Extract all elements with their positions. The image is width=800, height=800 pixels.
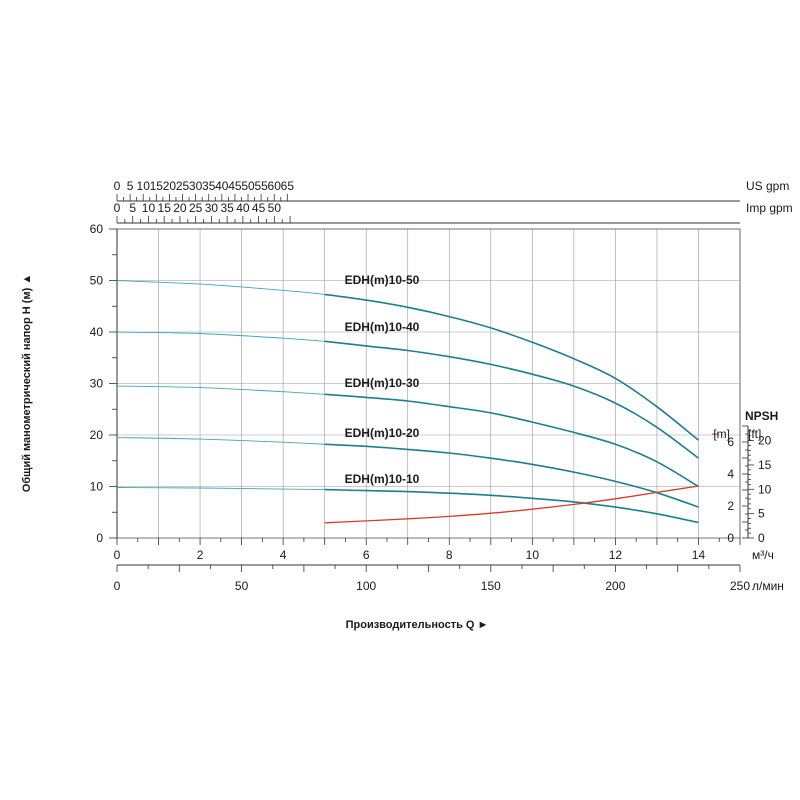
curve-label: EDH(m)10-10	[345, 472, 420, 486]
y-tick-label: 60	[90, 222, 104, 236]
x-tick-label: 12	[609, 548, 623, 562]
lpm-tick-label: 250	[730, 579, 750, 593]
us-gpm-tick-label: 45	[228, 179, 242, 193]
x-tick-label: 0	[114, 548, 121, 562]
y-tick-label: 50	[90, 274, 104, 288]
npsh-unit-ft: [ft]	[748, 427, 761, 441]
npsh-ft-tick-label: 15	[758, 458, 772, 472]
imp-gpm-tick-label: 40	[236, 201, 250, 215]
npsh-ft-tick-label: 0	[758, 531, 765, 545]
imp-gpm-tick-label: 25	[189, 201, 203, 215]
imp-gpm-tick-label: 0	[114, 201, 121, 215]
us-gpm-tick-label: 50	[241, 179, 255, 193]
y-tick-label: 30	[90, 377, 104, 391]
imp-gpm-unit: Imp gpm	[746, 201, 793, 215]
imp-gpm-tick-label: 45	[252, 201, 266, 215]
imp-gpm-tick-label: 5	[129, 201, 136, 215]
curves	[116, 280, 699, 524]
us-gpm-tick-label: 25	[176, 179, 190, 193]
npsh-m-tick-label: 6	[727, 435, 734, 449]
npsh-title: NPSH	[745, 409, 778, 423]
head-curve-thin	[116, 280, 325, 295]
lpm-tick-label: 50	[235, 579, 249, 593]
imp-gpm-tick-label: 15	[158, 201, 172, 215]
head-curve-thin	[116, 437, 325, 445]
us-gpm-tick-label: 65	[281, 179, 295, 193]
x-axis-title: Производительность Q ►	[346, 619, 489, 631]
head-curve-thin	[116, 385, 325, 395]
npsh-m-tick-label: 2	[727, 499, 734, 513]
y-tick-label: 10	[90, 480, 104, 494]
x-tick-label: 14	[692, 548, 706, 562]
lpm-tick-label: 150	[481, 579, 501, 593]
x-tick-label: 2	[197, 548, 204, 562]
x-tick-label: 6	[363, 548, 370, 562]
imp-gpm-tick-label: 20	[173, 201, 187, 215]
curve-label: EDH(m)10-50	[345, 273, 420, 287]
y-tick-label: 20	[90, 428, 104, 442]
y-tick-label: 40	[90, 325, 104, 339]
npsh-ft-tick-label: 5	[758, 507, 765, 521]
axes	[109, 194, 754, 572]
x-tick-label: 4	[280, 548, 287, 562]
imp-gpm-tick-label: 35	[220, 201, 234, 215]
head-curve-thin	[116, 487, 325, 491]
lpm-tick-label: 0	[114, 579, 121, 593]
curve-label: EDH(m)10-30	[345, 376, 420, 390]
head-curve	[324, 393, 699, 488]
lpm-tick-label: 100	[356, 579, 376, 593]
lpm-tick-label: 200	[605, 579, 625, 593]
curve-label: EDH(m)10-20	[345, 426, 420, 440]
npsh-m-tick-label: 0	[727, 531, 734, 545]
imp-gpm-tick-label: 30	[205, 201, 219, 215]
us-gpm-unit: US gpm	[746, 179, 789, 193]
x-unit: м³/ч	[752, 548, 774, 562]
y-axis-title: Общий манометрический напор H (м) ▲	[21, 274, 33, 492]
imp-gpm-tick-label: 50	[268, 201, 282, 215]
npsh-curve	[324, 485, 699, 524]
us-gpm-tick-label: 5	[127, 179, 134, 193]
x-tick-label: 8	[446, 548, 453, 562]
npsh-ft-tick-label: 20	[758, 434, 772, 448]
lpm-unit: л/мин	[752, 579, 784, 593]
us-gpm-tick-label: 60	[268, 179, 282, 193]
head-curve	[324, 488, 699, 524]
us-gpm-tick-label: 40	[215, 179, 229, 193]
us-gpm-tick-label: 55	[254, 179, 268, 193]
head-curve	[324, 340, 699, 459]
curve-label: EDH(m)10-40	[345, 320, 420, 334]
us-gpm-tick-label: 30	[189, 179, 203, 193]
us-gpm-tick-label: 35	[202, 179, 216, 193]
npsh-unit-m: [m]	[713, 427, 730, 441]
npsh-ft-tick-label: 10	[758, 482, 772, 496]
head-curve-thin	[116, 331, 325, 342]
us-gpm-tick-label: 20	[163, 179, 177, 193]
us-gpm-tick-label: 15	[150, 179, 164, 193]
y-tick-label: 0	[96, 531, 103, 545]
x-tick-label: 10	[526, 548, 540, 562]
head-curve	[324, 293, 699, 441]
npsh-m-tick-label: 4	[727, 467, 734, 481]
us-gpm-tick-label: 0	[114, 179, 121, 193]
us-gpm-tick-label: 10	[137, 179, 151, 193]
head-curve	[324, 443, 699, 508]
imp-gpm-tick-label: 10	[142, 201, 156, 215]
